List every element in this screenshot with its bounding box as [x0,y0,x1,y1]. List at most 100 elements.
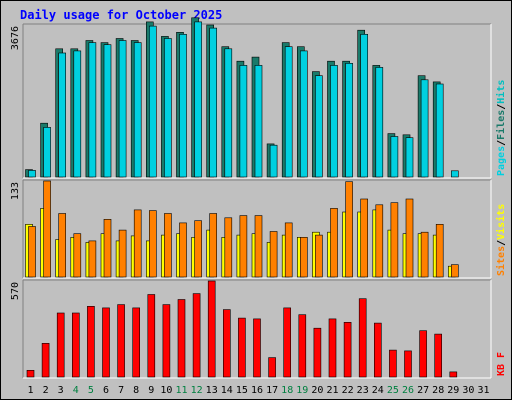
bar-kb-f-day-10 [162,304,171,378]
bar-kb-f-day-22 [343,321,352,378]
bar-visits-day-16 [254,215,263,278]
x-tick-label: 4 [73,385,79,396]
bar-files-day-21 [330,65,338,178]
series-visits [28,180,459,278]
bar-kb-f-day-17 [268,357,276,378]
bar-kb-f-day-15 [238,317,246,378]
bar-visits-day-12 [194,220,202,278]
bar-visits-day-29 [450,264,459,278]
bar-visits-day-10 [164,213,172,278]
bar-files-day-24 [375,67,384,178]
x-axis-day-labels: 1 2 3 4 5 6 7 8 9 10 11 12 13 14 15 16 17 18 19 20 21 22 23 24 2… [27,385,489,396]
bar-files-day-25 [390,136,399,178]
bar-visits-day-9 [149,210,157,278]
bar-visits-day-2 [43,180,51,278]
bar-files-day-5 [88,42,97,178]
legend: Pages/Files/Hits [495,80,507,176]
legend: KB F [496,352,507,376]
x-tick-label: 25 [387,385,399,396]
bar-kb-f-day-4 [72,312,80,378]
bar-files-day-29 [450,170,459,178]
legend: Sites/Visits [495,204,507,276]
bar-visits-day-18 [284,222,293,278]
x-tick-label: 29 [447,385,459,396]
bar-visits-day-23 [360,198,369,278]
x-tick-label: 22 [342,385,354,396]
bar-files-day-3 [58,52,67,178]
bar-files-day-8 [133,42,142,178]
x-tick-label: 21 [326,385,338,396]
legend-entry: Sites [495,246,507,276]
bar-files-day-23 [360,33,369,178]
legend-entry: Files [495,110,507,140]
bar-files-day-6 [103,44,112,178]
x-tick-label: 20 [311,385,323,396]
bar-visits-day-8 [133,209,142,278]
bar-visits-day-1 [28,226,36,278]
x-tick-label: 10 [160,385,172,396]
bar-files-day-11 [179,33,187,178]
panel-kbytes: 570 KB F [10,279,507,379]
x-tick-label: 30 [462,385,474,396]
x-tick-label: 26 [402,385,414,396]
bar-visits-day-4 [73,233,82,278]
bar-files-day-19 [299,50,308,178]
bar-kb-f-day-3 [56,312,65,378]
x-tick-label: 17 [266,385,278,396]
bar-kb-f-day-12 [192,293,201,378]
x-tick-label: 13 [206,385,218,396]
x-tick-label: 5 [88,385,94,396]
bar-visits-day-26 [405,198,414,278]
bar-files-day-2 [43,127,51,178]
bar-files-day-22 [345,62,353,178]
bar-visits-day-25 [390,202,399,278]
bar-kb-f-day-6 [102,307,110,378]
x-tick-label: 6 [103,385,109,396]
y-max-label: 3676 [10,26,21,50]
x-tick-label: 2 [43,385,49,396]
bar-visits-day-21 [330,208,338,278]
x-tick-label: 18 [281,385,293,396]
y-max-label: 133 [10,182,21,200]
bar-kb-f-day-20 [313,327,322,378]
y-max-label: 570 [10,282,21,300]
x-tick-label: 1 [27,385,33,396]
x-tick-label: 7 [118,385,124,396]
bar-kb-f-day-2 [41,342,50,378]
legend-entry: / [496,240,507,246]
bar-kb-f-day-11 [177,299,186,378]
bar-kb-f-day-8 [132,307,140,378]
bar-files-day-16 [254,65,263,178]
bar-visits-day-20 [315,234,323,278]
bar-kb-f-day-21 [328,318,337,378]
bar-visits-day-28 [435,224,444,278]
bar-kb-f-day-14 [223,309,231,378]
x-tick-label: 23 [357,385,369,396]
x-tick-label: 9 [148,385,154,396]
bar-visits-day-17 [269,231,278,278]
bar-kb-f-day-13 [207,280,216,378]
legend-entry: / [496,104,507,110]
bar-files-day-10 [164,38,172,178]
bar-visits-day-13 [209,213,217,278]
bar-kb-f-day-29 [449,371,458,378]
bar-visits-day-14 [224,217,233,278]
bar-kb-f-day-5 [87,305,95,378]
chart-title: Daily usage for October 2025 [20,8,222,22]
series-kb-f [26,280,458,378]
bar-visits-day-7 [118,229,127,278]
bar-kb-f-day-26 [404,350,412,378]
bar-kb-f-day-18 [283,307,292,378]
x-tick-label: 24 [372,385,384,396]
x-tick-label: 15 [236,385,248,396]
legend-entry: Hits [495,80,507,104]
panel-hits-files-pages: 3676 Pages/Files/Hits [10,17,507,179]
chart-panels: 3676 Pages/Files/Hits 133 Sites/Visits 570 KB… [10,17,507,379]
bar-files-day-14 [224,48,233,178]
x-tick-label: 8 [133,385,139,396]
bar-kb-f-day-23 [358,298,367,378]
legend-entry: KB F [496,352,507,376]
x-tick-label: 3 [58,385,64,396]
bar-files-day-1 [28,170,36,178]
